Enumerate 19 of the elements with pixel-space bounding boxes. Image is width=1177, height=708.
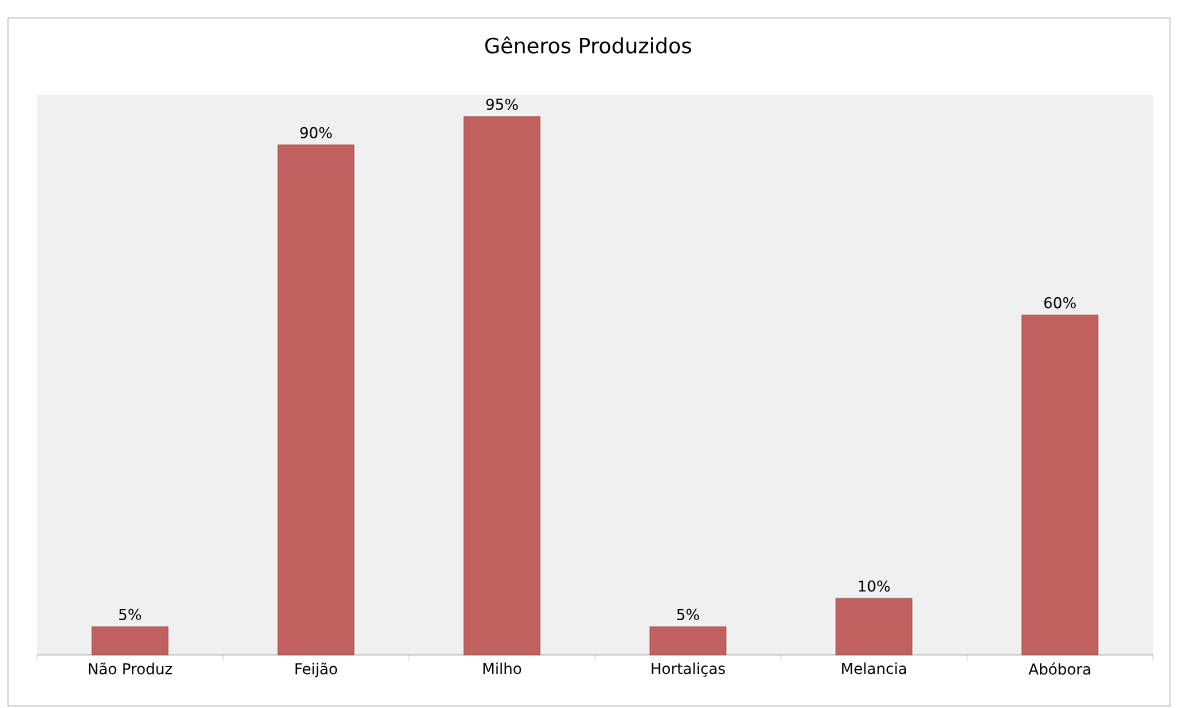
bar [277, 144, 355, 656]
data-label: 5% [677, 608, 700, 621]
data-label: 10% [858, 580, 890, 592]
x-tick-label: Feijão [295, 662, 338, 678]
bar [463, 116, 541, 656]
x-tick-label: Abóbora [1028, 662, 1091, 675]
data-label: 5% [119, 608, 142, 621]
data-label: 90% [300, 126, 332, 139]
data-label: 60% [1044, 297, 1076, 309]
bar [649, 626, 727, 656]
bar [1021, 314, 1099, 656]
x-tick-label: Não Produz [88, 662, 172, 675]
bar [91, 626, 169, 656]
data-label: 95% [486, 98, 518, 110]
bar [835, 598, 913, 656]
x-tick-label: Milho [483, 662, 522, 675]
x-tick-label: Melancia [842, 662, 906, 675]
chart-title: Gêneros Produzidos [485, 36, 692, 54]
x-tick-label: Hortaliças [651, 662, 725, 677]
